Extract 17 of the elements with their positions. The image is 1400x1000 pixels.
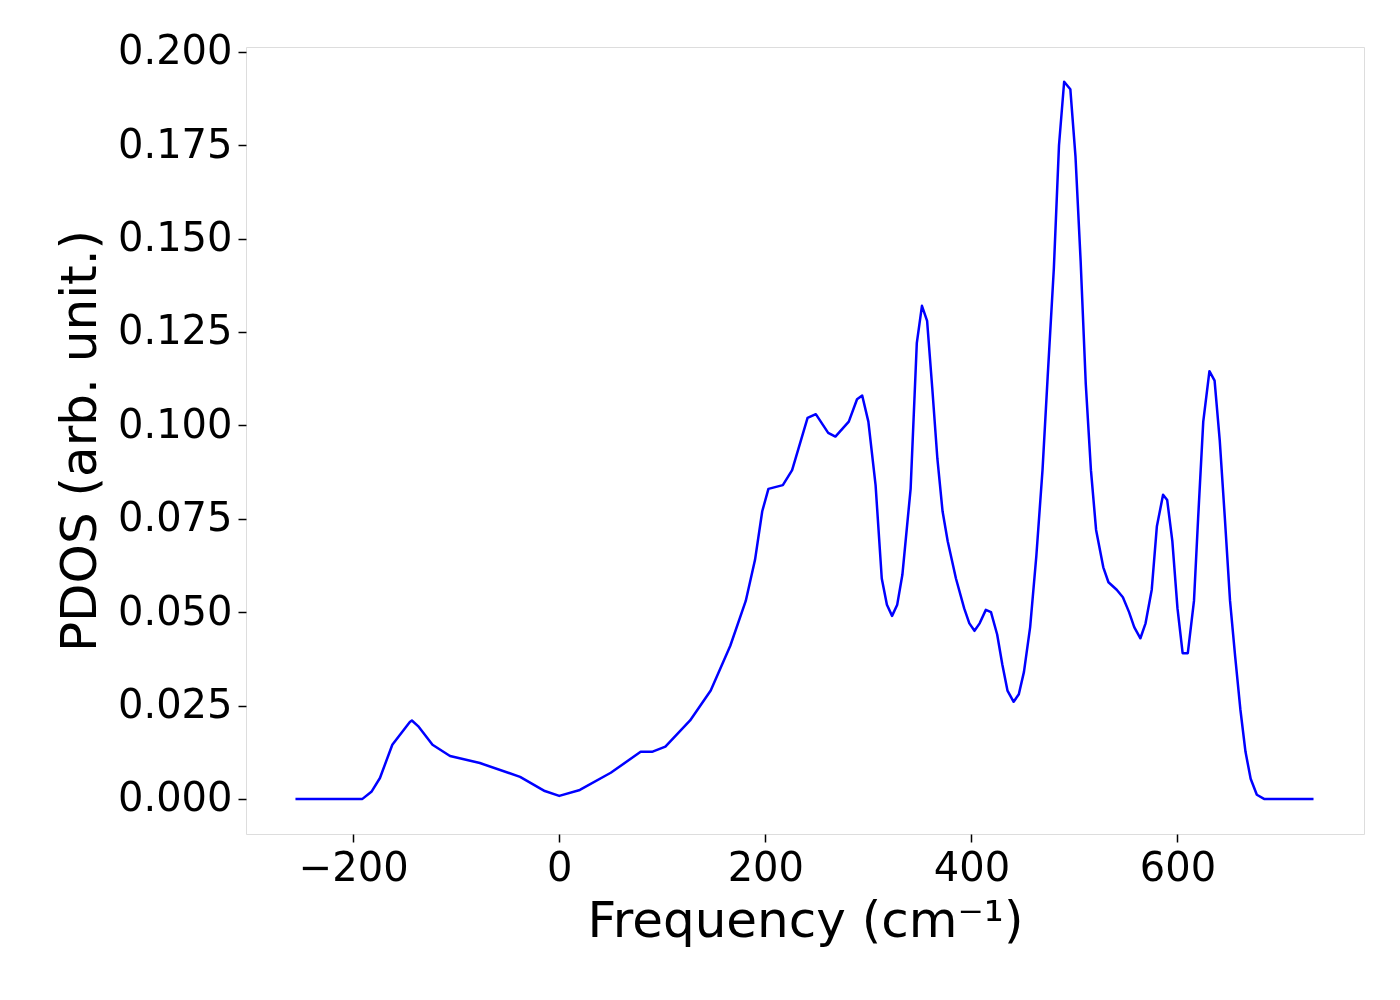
y-tick-label: 0.125 <box>117 307 233 354</box>
x-axis-title: Frequency (cm⁻¹) <box>587 890 1024 949</box>
y-tick-label: 0.025 <box>117 681 233 728</box>
x-tick-label: 400 <box>933 843 1011 890</box>
x-tick-label: 0 <box>547 843 573 890</box>
y-tick-label: 0.075 <box>117 494 233 541</box>
y-tick-label: 0.050 <box>117 587 233 634</box>
x-tick-label: 600 <box>1139 843 1217 890</box>
y-axis-title: PDOS (arb. unit.) <box>49 229 108 653</box>
y-tick-label: 0.150 <box>117 214 233 261</box>
y-tick-label: 0.200 <box>117 27 233 74</box>
x-tick-label: −200 <box>298 843 409 890</box>
y-tick-label: 0.175 <box>117 120 233 167</box>
line-series <box>294 80 1315 801</box>
y-tick-label: 0.000 <box>117 774 233 821</box>
x-tick-label: 200 <box>727 843 805 890</box>
y-tick-label: 0.100 <box>117 400 233 447</box>
